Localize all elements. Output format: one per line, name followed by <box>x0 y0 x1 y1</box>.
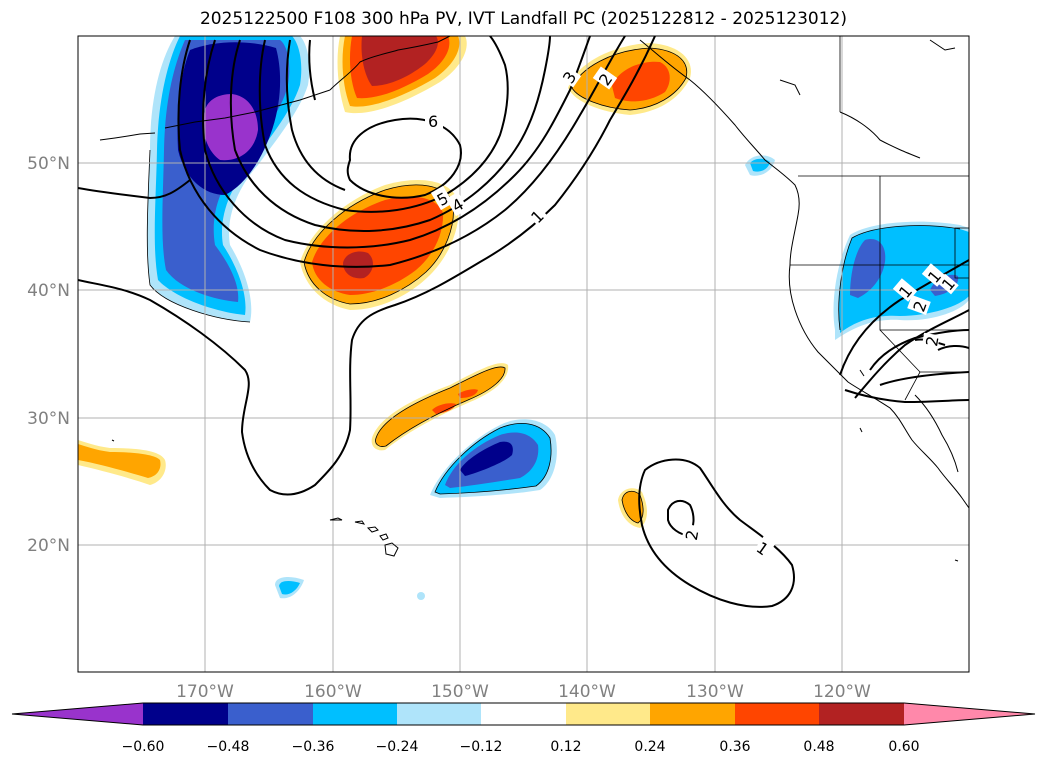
colorbar-tick-2: −0.48 <box>207 739 250 755</box>
contour-label-6: 6 <box>428 112 438 131</box>
colorbar-segment-7 <box>650 703 735 725</box>
longitude-labels: 170°W 160°W 150°W 140°W 130°W 120°W <box>176 682 871 702</box>
colorbar: −0.60 −0.48 −0.36 −0.24 −0.12 0.12 0.24 … <box>11 702 1036 755</box>
colorbar-segment-2 <box>228 703 313 725</box>
colorbar-tick-4: −0.24 <box>376 739 419 755</box>
map-frame <box>77 35 970 673</box>
lon-label-170w: 170°W <box>176 682 234 702</box>
gridlines <box>78 36 969 672</box>
colorbar-segment-9 <box>819 703 904 725</box>
lon-label-130w: 130°W <box>686 682 744 702</box>
negative-anomaly-central <box>430 419 557 498</box>
lon-label-120w: 120°W <box>813 682 871 702</box>
colorbar-segment-8 <box>735 703 819 725</box>
colorbar-extend-left <box>12 703 143 725</box>
colorbar-segment-5 <box>481 703 566 725</box>
map-title: 2025122500 F108 300 hPa PV, IVT Landfall… <box>199 9 847 29</box>
lon-label-160w: 160°W <box>304 682 362 702</box>
lat-label-30n: 30°N <box>27 409 70 429</box>
map-area: 6 5 4 3 2 1 1 2 1 1 2 1 2 <box>78 36 969 672</box>
colorbar-extend-right <box>904 703 1035 725</box>
coastlines <box>99 36 969 562</box>
contour-label-2-ca-b: 2 <box>922 334 942 347</box>
ivt-contours <box>78 36 969 608</box>
positive-anomaly-alaska-panhandle <box>568 43 691 115</box>
lat-label-20n: 20°N <box>27 536 70 556</box>
colorbar-ticks: −0.60 −0.48 −0.36 −0.24 −0.12 0.12 0.24 … <box>122 739 920 755</box>
contour-label-2-south: 2 <box>682 528 702 541</box>
positive-anomaly-central-band <box>371 363 509 451</box>
colorbar-segment-3 <box>313 703 397 725</box>
negative-anomaly-west-trough <box>147 36 310 322</box>
negative-anomaly-small <box>275 155 775 600</box>
latitude-labels: 50°N 40°N 30°N 20°N <box>27 154 70 556</box>
lon-label-150w: 150°W <box>431 682 489 702</box>
colorbar-segment-1 <box>143 703 228 725</box>
shading-outlines <box>146 47 961 524</box>
positive-anomaly-gulf-of-alaska <box>337 36 467 114</box>
colorbar-segment-6 <box>566 703 650 725</box>
lon-label-140w: 140°W <box>558 682 616 702</box>
lat-label-50n: 50°N <box>27 154 70 174</box>
colorbar-tick-5: −0.12 <box>460 739 503 755</box>
colorbar-segment-4 <box>397 703 481 725</box>
colorbar-tick-8: 0.36 <box>719 739 750 755</box>
colorbar-tick-10: 0.60 <box>888 739 919 755</box>
colorbar-tick-7: 0.24 <box>634 739 665 755</box>
colorbar-tick-6: 0.12 <box>550 739 581 755</box>
colorbar-tick-3: −0.36 <box>292 739 335 755</box>
colorbar-tick-9: 0.48 <box>803 739 834 755</box>
colorbar-tick-1: −0.60 <box>122 739 165 755</box>
lat-label-40n: 40°N <box>27 281 70 301</box>
positive-anomaly-west-edge <box>78 440 166 485</box>
